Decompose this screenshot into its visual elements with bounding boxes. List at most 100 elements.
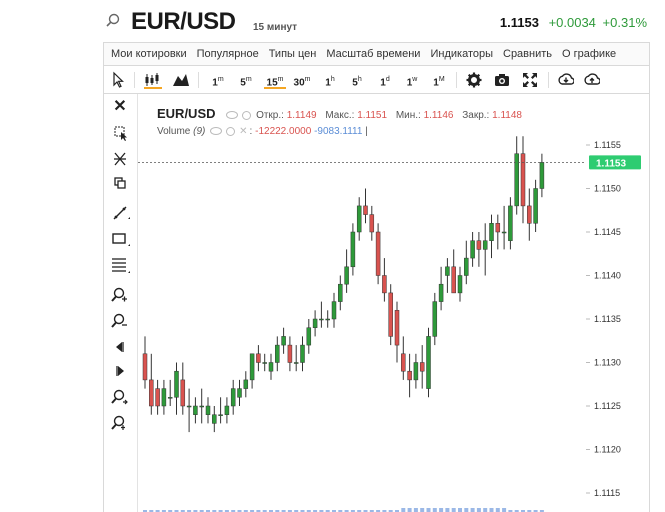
- y-tick-label: 1.1125: [594, 401, 621, 411]
- candle-body: [426, 336, 431, 389]
- candle-body: [489, 223, 494, 241]
- volume-bar: [281, 510, 286, 512]
- close-value: 1.1148: [492, 110, 522, 121]
- volume-bar: [539, 510, 544, 512]
- camera-icon[interactable]: [494, 71, 510, 89]
- last-price: 1.1153: [499, 15, 539, 30]
- volume-bar: [313, 510, 318, 512]
- symbol-title: EUR/USD: [131, 8, 236, 35]
- fullscreen-icon[interactable]: [522, 71, 538, 89]
- zoom-fit-icon[interactable]: [110, 414, 130, 432]
- volume-bar: [306, 510, 311, 512]
- fibonacci-icon[interactable]: [110, 256, 130, 274]
- volume-bar: [395, 510, 399, 512]
- menu-my-quotes[interactable]: Мои котировки: [111, 48, 187, 60]
- candle-body: [394, 310, 400, 346]
- candle-body: [388, 292, 393, 337]
- volume-bar: [514, 510, 519, 512]
- price-change: +0.0034: [548, 15, 596, 30]
- rectangle-icon[interactable]: [110, 230, 130, 248]
- candle-body: [287, 344, 293, 363]
- chart-area[interactable]: [138, 94, 650, 512]
- cursor-pointer-icon[interactable]: [110, 71, 126, 89]
- candle-body: [407, 370, 412, 381]
- candle-body: [533, 188, 538, 224]
- visibility-eye-icon[interactable]: [226, 111, 239, 120]
- high-value: 1.1151: [357, 110, 388, 121]
- tf-1d[interactable]: 1d: [380, 76, 390, 89]
- select-crosshair-icon[interactable]: [110, 124, 130, 142]
- candle-body: [142, 353, 148, 381]
- candles-chart-type-icon[interactable]: [144, 71, 162, 89]
- tf-5h[interactable]: 5h: [352, 76, 362, 89]
- candle-body: [149, 379, 154, 407]
- settings-dot-icon[interactable]: [242, 110, 252, 120]
- tf-15m[interactable]: 15m: [264, 71, 286, 89]
- zoom-in-icon[interactable]: [110, 286, 130, 304]
- search-icon[interactable]: [106, 13, 120, 27]
- trend-line-icon[interactable]: [110, 204, 130, 222]
- scroll-left-icon[interactable]: [110, 338, 130, 356]
- candle-body: [212, 414, 217, 424]
- volume-bar: [319, 510, 324, 512]
- area-chart-type-icon[interactable]: [172, 71, 190, 89]
- volume-bar: [300, 510, 305, 512]
- volume-bar: [161, 510, 166, 512]
- menu-price-types[interactable]: Типы цен: [268, 48, 317, 60]
- scroll-right-icon[interactable]: [110, 362, 130, 380]
- candle-body: [344, 266, 349, 285]
- candle-body: [451, 266, 456, 294]
- volume-bar: [388, 510, 393, 512]
- candle-body: [180, 379, 186, 407]
- volume-bar: [363, 510, 368, 512]
- candle-body: [293, 362, 299, 364]
- ohlc-legend: EUR/USD Откр.: 1.1149 Макс.: 1.1151 Мин.…: [157, 106, 528, 121]
- candle-body: [319, 318, 324, 321]
- tf-1h[interactable]: 1h: [325, 76, 335, 89]
- tf-1m[interactable]: 1m: [212, 76, 224, 89]
- volume-bar: [439, 508, 444, 512]
- volume-bar: [376, 510, 381, 512]
- upload-icon[interactable]: [584, 71, 600, 89]
- volume-bar: [483, 508, 488, 512]
- volume-label: Volume: [157, 126, 191, 137]
- tf-5m[interactable]: 5m: [240, 76, 252, 89]
- candle-body: [224, 405, 230, 415]
- volume-remove-icon[interactable]: ✕: [239, 126, 248, 137]
- zoom-reset-icon[interactable]: [110, 388, 130, 406]
- volume-bar: [187, 510, 192, 512]
- candle-body: [300, 344, 305, 363]
- candle-body: [413, 362, 419, 381]
- volume-bar: [332, 510, 336, 512]
- tf-1M[interactable]: 1M: [433, 76, 445, 89]
- volume-bar: [470, 508, 475, 512]
- copy-icon[interactable]: [110, 174, 130, 192]
- volume-bar: [445, 508, 450, 512]
- volume-bar: [193, 510, 198, 512]
- candlestick-chart[interactable]: 1.1155 1.1150 1.1145 1.1140 1.1135 1.1130 1.11…: [138, 94, 650, 512]
- zoom-out-icon[interactable]: [110, 312, 130, 330]
- volume-settings-icon[interactable]: [226, 126, 236, 136]
- close-icon[interactable]: ✕: [113, 98, 127, 115]
- chart-menu-bar: Мои котировки Популярное Типы цен Масшта…: [103, 42, 650, 66]
- y-tick-label: 1.1145: [594, 227, 621, 237]
- menu-time-scale[interactable]: Масштаб времени: [326, 48, 421, 60]
- download-icon[interactable]: [558, 71, 574, 89]
- menu-popular[interactable]: Популярное: [196, 48, 259, 60]
- volume-eye-icon[interactable]: [210, 127, 223, 136]
- candle-body: [331, 301, 337, 320]
- volume-bar: [426, 508, 431, 512]
- gear-icon[interactable]: [466, 71, 482, 89]
- y-tick-label: 1.1140: [594, 271, 621, 281]
- tf-30m[interactable]: 30m: [293, 76, 311, 89]
- open-value: 1.1149: [286, 110, 317, 121]
- tf-1w[interactable]: 1w: [406, 76, 418, 89]
- volume-bar: [432, 508, 437, 512]
- volume-bar: [231, 510, 236, 512]
- menu-compare[interactable]: Сравнить: [503, 48, 553, 60]
- volume-legend: Volume (9) ✕: -12222.0000 -9083.1111 |: [157, 126, 368, 137]
- volume-bar: [294, 510, 299, 512]
- menu-about-chart[interactable]: О графике: [562, 48, 617, 60]
- pattern-tool-icon[interactable]: [110, 150, 130, 168]
- menu-indicators[interactable]: Индикаторы: [430, 48, 493, 60]
